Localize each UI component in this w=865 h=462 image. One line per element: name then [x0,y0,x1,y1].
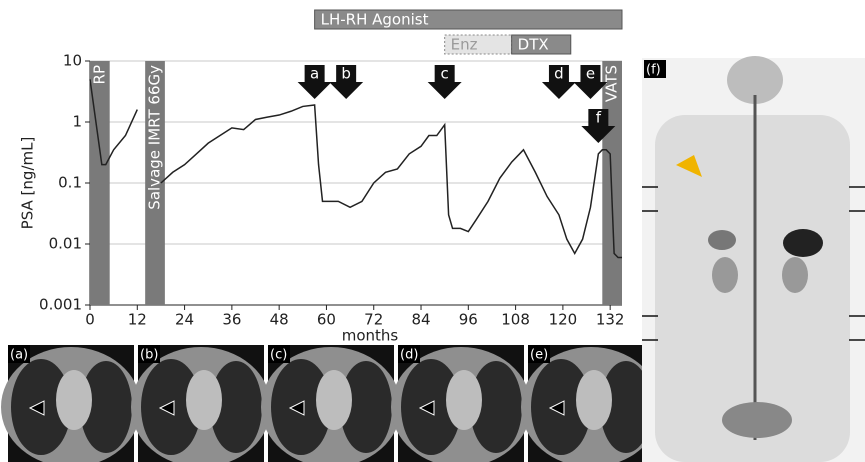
x-tick-label: 12 [128,311,147,329]
event-arrow-label: a [310,65,319,83]
y-tick-label: 10 [63,52,82,70]
ct-mediastinum [56,370,92,430]
intervention-label: RP [90,65,108,84]
event-arrow-label: d [554,65,564,83]
x-tick-label: 36 [222,311,241,329]
x-tick-label: 0 [85,311,95,329]
y-tick-label: 0.001 [39,296,82,314]
x-tick-label: 24 [175,311,194,329]
x-tick-label: 108 [501,311,530,329]
x-tick-label: 60 [317,311,336,329]
psa-line [161,105,622,258]
intervention-label: Salvage IMRT 66Gy [146,65,164,210]
ct-mediastinum [186,370,222,430]
x-tick-label: 120 [549,311,578,329]
panel-label: (b) [140,348,158,363]
y-tick-label: 0.1 [58,174,82,192]
y-axis-label: PSA [ng/mL] [19,137,37,230]
x-tick-label: 48 [270,311,289,329]
y-tick-label: 1 [72,113,82,131]
x-tick-label: 132 [596,311,625,329]
x-tick-label: 84 [411,311,430,329]
figure: PSA [ng/mL] months 0.001 0.01 0.1 1 10 0 12 24 3… [0,0,865,462]
panel-label: (c) [270,348,287,363]
treatment-label: DTX [518,36,549,54]
pet-kidney [712,257,738,293]
treatment-label: Enz [451,36,478,54]
panel-label: (e) [530,348,548,363]
x-tick-label: 96 [459,311,478,329]
x-tick-label: 72 [364,311,383,329]
pet-bladder [722,402,792,438]
ct-mediastinum [446,370,482,430]
ct-mediastinum [576,370,612,430]
event-arrow-label: b [341,65,351,83]
panel-label: (a) [10,348,28,363]
x-axis-label: months [342,327,399,345]
event-arrow-label: c [441,65,449,83]
ct-mediastinum [316,370,352,430]
panel-label: (d) [400,348,418,363]
pet-kidney [782,257,808,293]
y-tick-label: 0.01 [49,235,82,253]
treatment-label: LH-RH Agonist [321,11,429,29]
panel-label: (f) [646,63,661,78]
event-arrow-label: e [586,65,595,83]
pet-organ [708,230,736,250]
event-arrow-label: f [596,109,602,127]
pet-organ [783,229,823,257]
